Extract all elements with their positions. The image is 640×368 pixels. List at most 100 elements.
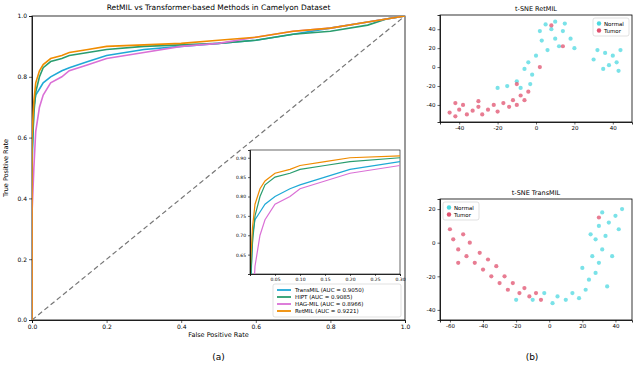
scatter-point bbox=[519, 93, 523, 97]
tick: 0 bbox=[535, 122, 539, 131]
tick-label: 0.6 bbox=[17, 134, 27, 141]
tick-mark bbox=[248, 255, 250, 256]
tick-label: 0.2 bbox=[102, 323, 112, 330]
inset-roc-curve bbox=[250, 150, 400, 274]
chart-title: t-SNE RetMIL bbox=[515, 5, 557, 13]
x-axis-title: False Positive Rate bbox=[188, 331, 248, 339]
y-axis-title: True Positive Rate bbox=[2, 139, 10, 198]
tick-label: 0.10 bbox=[295, 277, 305, 282]
scatter-point bbox=[570, 291, 574, 295]
tick: 0.6 bbox=[252, 320, 262, 330]
tick: 40 bbox=[612, 320, 619, 329]
scatter-point bbox=[603, 234, 607, 238]
tick-label: 0.4 bbox=[177, 323, 187, 330]
tick-label: 0.05 bbox=[270, 277, 280, 282]
scatter-point bbox=[593, 237, 597, 241]
scatter-point bbox=[607, 63, 611, 67]
axis-line bbox=[441, 321, 633, 323]
tick-label: 1.0 bbox=[401, 323, 411, 330]
scatter-point bbox=[456, 261, 460, 265]
tick-mark bbox=[275, 274, 276, 276]
tick: -20 bbox=[427, 83, 440, 89]
tick-mark bbox=[29, 198, 32, 199]
scatter-point bbox=[568, 37, 572, 41]
tick-label: 0.2 bbox=[17, 256, 27, 263]
tick-label: -60 bbox=[446, 323, 455, 329]
legend-swatch bbox=[277, 296, 291, 298]
scatter-chart: -40-2002040-40-2002040t-SNE RetMILNormal… bbox=[427, 5, 633, 131]
roc-chart: 0.00.20.40.60.81.00.00.20.40.60.81.0RetM… bbox=[2, 3, 640, 368]
scatter-point bbox=[511, 98, 515, 102]
tick-mark bbox=[549, 320, 550, 323]
scatter-point bbox=[539, 298, 543, 302]
scatter-point bbox=[476, 105, 480, 109]
plot-frame bbox=[440, 15, 632, 122]
plot-area bbox=[32, 16, 405, 320]
legend-label: HIPT (AUC = 0.9085) bbox=[295, 294, 352, 300]
scatter-point bbox=[553, 20, 557, 24]
scatter-point bbox=[468, 241, 472, 245]
scatter-point bbox=[495, 86, 499, 90]
tick-mark bbox=[615, 320, 616, 323]
scatter-point bbox=[511, 281, 515, 285]
legend-label: TransMIL (AUC = 0.9050) bbox=[294, 287, 364, 293]
tick-mark bbox=[375, 274, 376, 276]
tick-label: 0.25 bbox=[370, 277, 380, 282]
tick: 40 bbox=[610, 122, 617, 131]
scatter-point bbox=[549, 27, 553, 31]
tick-label: 0.70 bbox=[236, 233, 246, 238]
scatter-point bbox=[502, 274, 506, 278]
tick-label: 1.0 bbox=[17, 12, 27, 19]
tick: 0 bbox=[432, 64, 440, 70]
scatter-point bbox=[453, 101, 457, 105]
tick: 1.0 bbox=[17, 12, 32, 19]
tick: -40 bbox=[455, 122, 464, 131]
scatter-point bbox=[528, 82, 532, 86]
tick-mark bbox=[29, 259, 32, 260]
scatter-point bbox=[530, 73, 534, 77]
inset-roc-curve bbox=[250, 150, 400, 274]
tick: 0.4 bbox=[177, 320, 187, 330]
chart-title: RetMIL vs Transformer-based Methods in C… bbox=[107, 3, 331, 12]
scatter-point bbox=[580, 266, 584, 270]
scatter-point bbox=[517, 291, 521, 295]
tick-label: 0.30 bbox=[395, 277, 405, 282]
tick: 0.25 bbox=[370, 274, 380, 282]
tick-label: -40 bbox=[479, 323, 488, 329]
scatter-point bbox=[611, 54, 615, 58]
tick-label: 0 bbox=[432, 64, 436, 70]
scatter-point bbox=[543, 22, 547, 26]
legend-swatch bbox=[447, 205, 451, 209]
scatter-point bbox=[453, 114, 457, 118]
tick: 0.70 bbox=[236, 233, 250, 238]
inset-roc-curve bbox=[250, 150, 400, 274]
scatter-point bbox=[489, 274, 493, 278]
scatter-point bbox=[555, 294, 559, 298]
scatter-point bbox=[473, 261, 477, 265]
tick: 40 bbox=[429, 26, 441, 32]
tick: 0 bbox=[432, 240, 440, 246]
scatter-point bbox=[538, 29, 542, 33]
tick-mark bbox=[438, 276, 441, 277]
tick: 20 bbox=[571, 122, 578, 131]
roc-curve bbox=[32, 16, 405, 320]
scatter-point bbox=[448, 227, 452, 231]
scatter-point bbox=[457, 108, 461, 112]
roc-curve bbox=[32, 16, 405, 320]
tick: 0.80 bbox=[236, 194, 250, 199]
tick-label: -20 bbox=[494, 125, 503, 131]
scatter-point bbox=[616, 69, 620, 73]
scatter-point bbox=[522, 67, 526, 71]
scatter-point bbox=[526, 90, 530, 94]
tick-label: 0.85 bbox=[236, 175, 246, 180]
scatter-point bbox=[507, 105, 511, 109]
tick-mark bbox=[29, 16, 32, 17]
tick-label: 0.65 bbox=[236, 253, 246, 258]
tick: 20 bbox=[579, 320, 586, 329]
scatter-point bbox=[495, 109, 499, 113]
legend-box bbox=[593, 18, 629, 36]
tick: 20 bbox=[429, 45, 441, 51]
scatter-point bbox=[591, 57, 595, 61]
scatter-point bbox=[527, 294, 531, 298]
tick-mark bbox=[438, 67, 441, 68]
